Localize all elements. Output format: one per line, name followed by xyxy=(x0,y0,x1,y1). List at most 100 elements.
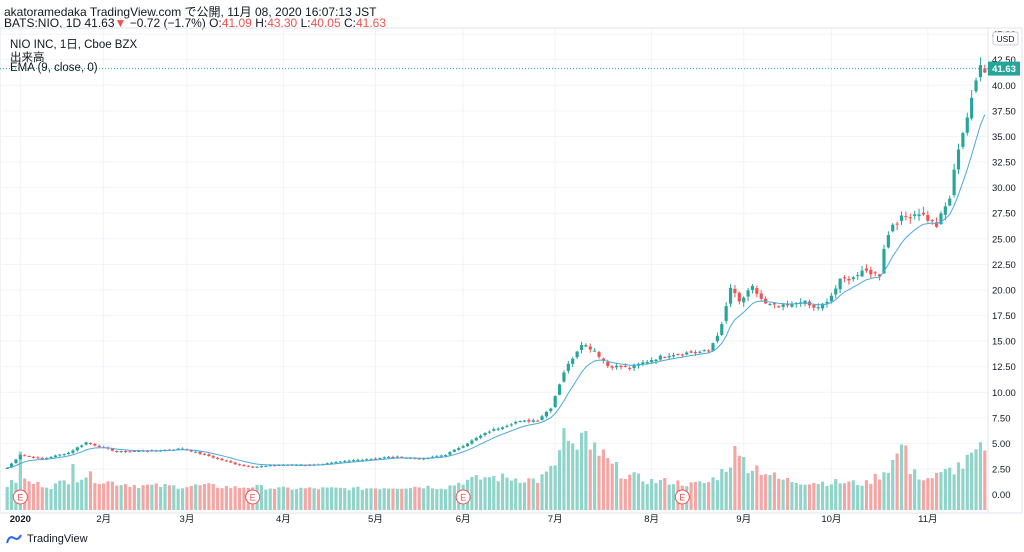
candle-body xyxy=(220,458,224,461)
candle-body xyxy=(882,248,886,274)
candle-body xyxy=(816,307,820,309)
candle-body xyxy=(588,346,592,350)
y-tick-label: 37.50 xyxy=(992,106,1016,117)
currency-box[interactable] xyxy=(992,31,1019,46)
candle-body xyxy=(584,345,588,347)
candle-body xyxy=(935,222,939,227)
candle-body xyxy=(382,457,386,459)
volume-bar xyxy=(347,490,351,510)
candle-body xyxy=(347,460,351,462)
candle-body xyxy=(391,456,395,458)
volume-bar xyxy=(123,484,128,510)
volume-bar xyxy=(724,471,728,510)
volume-bar xyxy=(821,481,825,510)
earnings-marker[interactable] xyxy=(674,489,690,505)
candle-body xyxy=(194,451,198,453)
volume-bar xyxy=(899,444,904,510)
candle-body xyxy=(259,466,264,468)
candle-body xyxy=(956,149,961,170)
volume-bar xyxy=(492,476,496,510)
volume-bar xyxy=(5,486,9,510)
volume-legend[interactable]: 出来高 xyxy=(10,52,45,64)
candle-body xyxy=(246,465,250,467)
candle-body xyxy=(31,456,36,458)
candle-body xyxy=(623,365,627,367)
earnings-marker[interactable] xyxy=(245,489,261,505)
candle-body xyxy=(527,420,531,422)
volume-bar xyxy=(785,478,790,510)
candle-body xyxy=(895,223,899,225)
volume-bar xyxy=(176,488,180,510)
volume-bar xyxy=(882,472,886,510)
volume-bar xyxy=(812,482,816,510)
candle-body xyxy=(825,301,829,304)
volume-bar xyxy=(404,488,408,510)
volume-bar xyxy=(917,479,921,510)
volume-bar xyxy=(939,472,943,510)
y-tick-label: 22.50 xyxy=(992,260,1016,271)
ema-legend[interactable]: EMA (9, close, 0) xyxy=(10,62,98,74)
candle-body xyxy=(860,270,864,277)
y-tick-label: 27.50 xyxy=(992,209,1016,220)
candle-body xyxy=(189,450,193,452)
candle-body xyxy=(899,215,904,221)
volume-bar xyxy=(641,481,645,510)
volume-bar xyxy=(369,488,373,510)
candle-body xyxy=(360,459,364,461)
volume-bar xyxy=(518,482,522,510)
tradingview-logo[interactable]: TradingView xyxy=(5,533,88,545)
volume-bar xyxy=(759,474,763,510)
candle-body xyxy=(18,454,22,459)
candle-body xyxy=(71,450,75,453)
volume-bar xyxy=(702,483,706,510)
candle-body xyxy=(299,465,303,467)
volume-bar xyxy=(856,485,860,510)
candle-body xyxy=(40,457,44,459)
candle-body xyxy=(430,456,435,458)
volume-bar xyxy=(878,479,882,510)
earnings-marker[interactable] xyxy=(12,489,28,505)
volume-bar xyxy=(799,484,803,510)
y-tick-label: 30.00 xyxy=(992,183,1016,194)
candle-body xyxy=(264,465,268,467)
candle-body xyxy=(27,456,31,458)
candle-body xyxy=(755,288,759,294)
volume-bar xyxy=(575,449,579,510)
candle-body xyxy=(373,458,378,460)
volume-bar xyxy=(628,474,632,510)
x-tick-label: 8月 xyxy=(644,514,659,525)
volume-bar xyxy=(970,452,974,510)
volume-bar xyxy=(325,487,329,510)
earnings-marker-label: E xyxy=(17,493,23,503)
candle-body xyxy=(509,424,513,426)
volume-bar xyxy=(816,484,820,510)
candle-body xyxy=(514,421,518,424)
volume-bar xyxy=(829,484,833,510)
candle-body xyxy=(343,461,347,463)
volume-bar xyxy=(159,486,163,510)
series-legend[interactable]: NIO INC, 1日, Cboe BZX xyxy=(10,39,138,51)
volume-bar xyxy=(720,468,724,510)
volume-bar xyxy=(198,485,202,510)
volume-bar xyxy=(312,488,316,510)
volume-bar xyxy=(614,462,619,510)
volume-bar xyxy=(667,484,671,510)
candle-body xyxy=(851,277,855,280)
earnings-marker[interactable] xyxy=(455,489,471,505)
x-tick-label: 9月 xyxy=(736,514,751,525)
candle-body xyxy=(667,355,671,358)
last-price: 41.63 xyxy=(84,16,115,30)
volume-bar xyxy=(742,457,746,510)
volume-bar xyxy=(965,454,969,510)
volume-bar xyxy=(303,488,307,510)
candle-body xyxy=(93,444,97,446)
candle-body xyxy=(781,304,785,307)
volume-bar xyxy=(202,483,207,510)
volume-bar xyxy=(62,480,66,510)
volume-bar xyxy=(391,488,395,510)
volume-bar xyxy=(737,455,741,510)
candle-body xyxy=(303,465,307,467)
candle-body xyxy=(913,214,917,216)
volume-bar xyxy=(49,488,53,510)
